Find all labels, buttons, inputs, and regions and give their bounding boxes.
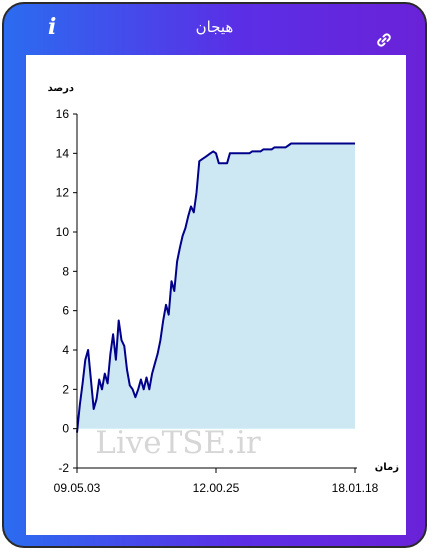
x-axis: 09.05.03 12.00.25 18.01.18 — [54, 468, 379, 495]
x-tick-label: 18.01.18 — [332, 481, 379, 495]
y-tick-label: 0 — [62, 422, 69, 436]
y-axis-label: درصد — [48, 83, 74, 94]
x-axis-label: زمان — [375, 462, 399, 473]
chart: درصد زمان -2 0 2 4 6 8 10 12 14 16 09.05.03 12.00.… — [48, 83, 400, 495]
y-tick-label: 14 — [56, 146, 70, 160]
link-icon[interactable] — [374, 30, 394, 50]
watermark: LiveTSE.ir — [95, 425, 261, 461]
y-tick-label: 16 — [56, 107, 70, 121]
y-tick-label: 4 — [62, 343, 69, 357]
y-tick-label: 2 — [62, 382, 69, 396]
y-tick-label: 10 — [56, 225, 70, 239]
y-tick-label: 12 — [56, 186, 70, 200]
x-tick-label: 09.05.03 — [54, 481, 101, 495]
x-tick-label: 12.00.25 — [193, 481, 240, 495]
chart-panel: درصد زمان -2 0 2 4 6 8 10 12 14 16 09.05.03 12.00.… — [26, 55, 406, 535]
area-fill — [77, 143, 355, 433]
y-axis: -2 0 2 4 6 8 10 12 14 16 — [56, 107, 77, 475]
header: i هیجان — [4, 4, 425, 60]
page-title: هیجان — [195, 18, 234, 36]
info-icon[interactable]: i — [48, 14, 57, 40]
series-line — [76, 142, 355, 433]
y-tick-label: 6 — [62, 304, 69, 318]
y-tick-label: 8 — [62, 264, 69, 278]
y-tick-label: -2 — [58, 461, 69, 475]
